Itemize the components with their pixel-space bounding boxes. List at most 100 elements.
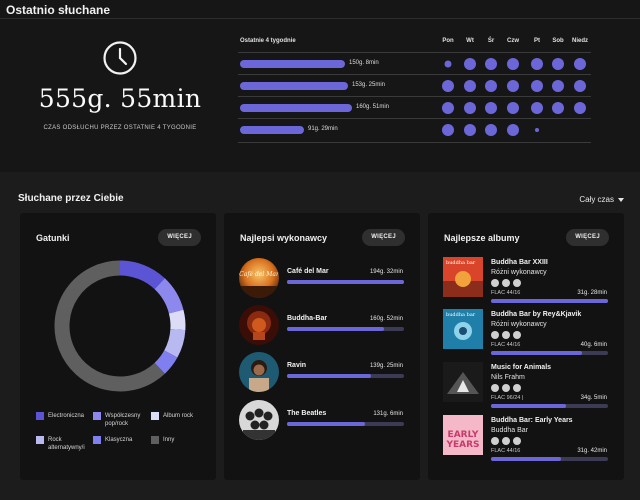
donut-slice — [154, 350, 178, 374]
download-icon[interactable] — [502, 384, 510, 392]
heart-icon[interactable] — [491, 279, 499, 287]
album-artist[interactable]: Różni wykonawcy — [491, 321, 547, 328]
day-activity-dot — [531, 80, 543, 92]
heart-icon[interactable] — [491, 331, 499, 339]
time-range-label: Cały czas — [579, 195, 614, 204]
album-title[interactable]: Buddha Bar by Rey&Kjavik — [491, 311, 582, 318]
day-activity-dot — [574, 80, 586, 92]
download-icon[interactable] — [502, 331, 510, 339]
artist-photo[interactable] — [239, 352, 279, 392]
album-progress-track — [491, 404, 608, 408]
legend-swatch — [151, 436, 159, 444]
artist-photo[interactable] — [239, 305, 279, 345]
time-range-dropdown[interactable]: Cały czas — [579, 195, 624, 204]
artist-name[interactable]: Ravin — [287, 362, 307, 369]
album-artist[interactable]: Nils Frahm — [491, 374, 525, 381]
legend-item: Rock alternatywny/i — [36, 436, 96, 452]
artist-progress-track — [287, 422, 404, 426]
top-artists-card: Najlepsi wykonawcy WIĘCEJ Café del Mar Ca… — [224, 213, 420, 480]
album-artist[interactable]: Buddha Bar — [491, 427, 528, 434]
playlist-icon[interactable] — [513, 279, 521, 287]
day-activity-dot — [507, 102, 519, 114]
artist-progress-fill — [287, 280, 404, 284]
artist-name[interactable]: Buddha-Bar — [287, 315, 328, 322]
album-badges — [491, 384, 521, 392]
download-icon[interactable] — [502, 437, 510, 445]
artist-progress-fill — [287, 327, 384, 331]
album-title[interactable]: Music for Animals — [491, 364, 552, 371]
artist-photo[interactable]: Café del Mar — [239, 258, 279, 298]
legend-swatch — [151, 412, 159, 420]
svg-text:Café del Mar: Café del Mar — [239, 271, 279, 278]
artist-name[interactable]: Café del Mar — [287, 268, 329, 275]
day-activity-dot — [485, 124, 497, 136]
total-listening-caption: CZAS ODSŁUCHU PRZEZ OSTATNIE 4 TYGODNIE — [43, 125, 197, 131]
heart-icon[interactable] — [491, 437, 499, 445]
recently-listened-section: Ostatnio słuchane 555g. 55min CZAS ODSŁU… — [0, 0, 640, 172]
donut-slice — [54, 260, 165, 392]
artists-more-button[interactable]: WIĘCEJ — [362, 229, 405, 246]
svg-text:buddha bar: buddha bar — [446, 260, 476, 266]
album-badges — [491, 437, 521, 445]
album-quality: FLAC 44/16 — [491, 290, 521, 296]
week-divider — [238, 74, 591, 75]
legend-item: Electroniczna — [36, 412, 96, 420]
day-header: Niedz — [571, 38, 588, 44]
day-activity-dot — [485, 58, 497, 70]
day-activity-dot — [485, 80, 497, 92]
artist-listening-time: 139g. 25min — [369, 363, 403, 369]
day-activity-dot — [464, 124, 476, 136]
day-activity-dot — [444, 60, 452, 68]
day-activity-dot — [442, 80, 454, 92]
heart-icon[interactable] — [491, 384, 499, 392]
playlist-icon[interactable] — [513, 331, 521, 339]
album-badges — [491, 279, 521, 287]
album-listening-time: 34g. 5min — [580, 395, 607, 401]
day-activity-dot — [552, 80, 564, 92]
legend-label: Inny — [163, 437, 175, 443]
album-cover[interactable]: EARLY YEARS — [443, 415, 483, 455]
album-quality: FLAC 96/24 | — [491, 395, 524, 401]
genres-title: Gatunki — [36, 233, 70, 243]
legend-label: Klasyczna — [105, 437, 133, 443]
album-artist[interactable]: Różni wykonawcy — [491, 269, 547, 276]
album-progress-fill — [491, 299, 608, 303]
artist-name[interactable]: The Beatles — [287, 410, 327, 417]
playlist-icon[interactable] — [513, 384, 521, 392]
album-cover[interactable]: buddha bar — [443, 309, 483, 349]
album-title[interactable]: Buddha Bar XXIII — [491, 259, 548, 266]
download-icon[interactable] — [502, 279, 510, 287]
legend-swatch — [36, 412, 44, 420]
album-progress-fill — [491, 457, 561, 461]
artist-progress-track — [287, 374, 404, 378]
section-title: Ostatnio słuchane — [6, 3, 111, 17]
week-time-label: 160g. 51min — [356, 104, 390, 110]
total-listening-time: 555g. 55min — [38, 84, 202, 113]
legend-item: Klasyczna — [93, 436, 153, 444]
week-divider — [238, 118, 591, 119]
day-activity-dot — [552, 102, 564, 114]
top-albums-title: Najlepsze albumy — [444, 233, 520, 243]
album-title[interactable]: Buddha Bar: Early Years — [491, 417, 573, 424]
albums-more-button[interactable]: WIĘCEJ — [566, 229, 609, 246]
artist-photo[interactable] — [239, 400, 279, 440]
day-activity-dot — [531, 58, 543, 70]
playlist-icon[interactable] — [513, 437, 521, 445]
legend-label: Współczesny pop/rock — [105, 413, 141, 427]
donut-slice — [119, 260, 165, 290]
legend-item: Współczesny pop/rock — [93, 412, 153, 428]
genres-card: Gatunki WIĘCEJ Electroniczna Współczesny … — [20, 213, 216, 480]
album-cover[interactable]: buddha bar — [443, 257, 483, 297]
album-cover[interactable] — [443, 362, 483, 402]
day-activity-dot — [442, 102, 454, 114]
day-activity-dot — [507, 124, 519, 136]
week-divider — [238, 96, 591, 97]
listened-by-you-title: Słuchane przez Ciebie — [18, 193, 124, 204]
day-activity-dot — [574, 58, 586, 70]
day-activity-dot — [574, 102, 586, 114]
album-progress-track — [491, 351, 608, 355]
genres-more-button[interactable]: WIĘCEJ — [158, 229, 201, 246]
day-header: Czw — [507, 38, 519, 44]
artist-progress-fill — [287, 374, 371, 378]
album-progress-fill — [491, 404, 566, 408]
